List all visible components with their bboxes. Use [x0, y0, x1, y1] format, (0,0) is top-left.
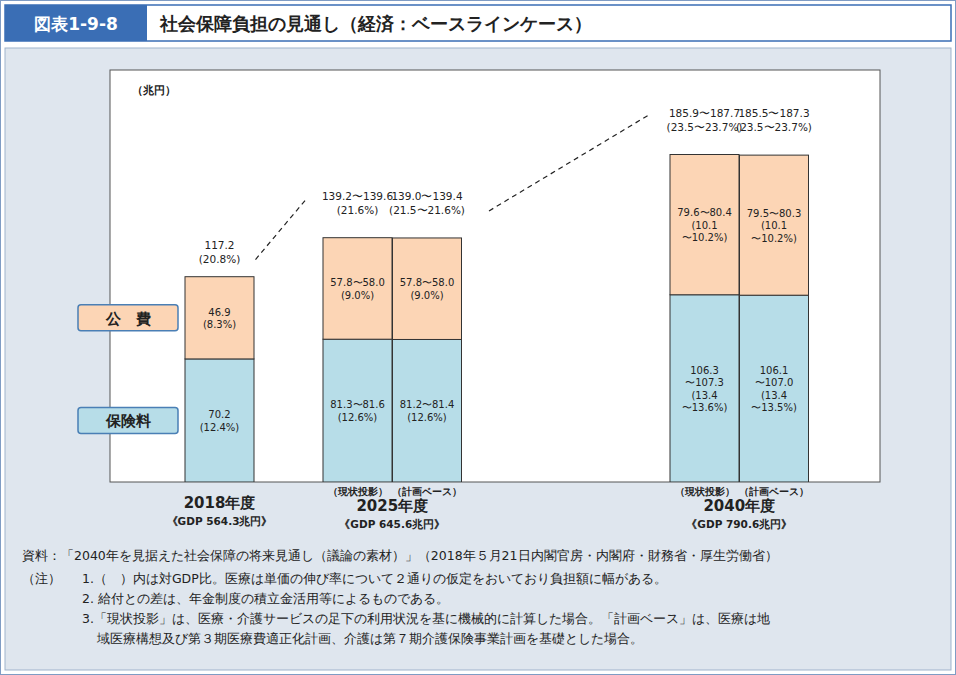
text-line: 70.2: [208, 409, 230, 420]
bar-segment: [323, 339, 392, 482]
labels: 70.2 (12.4%) 81.3〜81.6 (12.6%) 81.2〜81.4 (12.…: [199, 107, 812, 433]
bar-segment: [670, 295, 739, 482]
connector: [256, 198, 308, 260]
total-label: 117.2 (20.8%): [199, 239, 241, 265]
group-label: 2018年度: [184, 494, 256, 512]
text-line: (13.4: [761, 390, 787, 401]
figure-number-box: [5, 5, 147, 41]
figure-number: 図表1-9-8: [34, 14, 118, 34]
text-line: 185.5〜187.3: [738, 107, 809, 119]
text-line: (10.1: [691, 220, 717, 231]
text-line: 46.9: [208, 307, 230, 318]
text-line: (20.8%): [199, 253, 241, 265]
connector: [489, 115, 650, 211]
text-line: 57.8〜58.0: [330, 277, 385, 288]
chart-title: 社会保障負担の見通し（経済：ベースラインケース）: [159, 13, 592, 34]
text-line: 79.5〜80.3: [747, 208, 802, 219]
data-label: 57.8〜58.0 (9.0%): [400, 277, 455, 301]
text-line: (9.0%): [410, 290, 443, 301]
legend-label: 保険料: [105, 412, 151, 430]
data-label: 70.2 (12.4%): [200, 409, 240, 433]
legend-box: [78, 305, 178, 331]
text-line: (21.6%): [337, 204, 379, 216]
y-unit: （兆円）: [132, 84, 176, 97]
text-line: 139.2〜139.6: [322, 190, 393, 202]
text-line: (23.5〜23.7%): [667, 121, 743, 133]
group-label: 2040年度: [703, 497, 775, 515]
bar-segment: [670, 155, 739, 295]
total-label: 139.0〜139.4 (21.5〜21.6%): [389, 190, 465, 216]
text-line: (12.4%): [200, 422, 240, 433]
bar-segment: [393, 238, 462, 340]
note-line: 3.「現状投影」は、医療・介護サービスの足下の利用状況を基に機械的に計算した場合…: [82, 611, 770, 626]
text-line: 106.3: [690, 365, 719, 376]
source: 資料：「2040年を見据えた社会保障の将来見通し（議論の素材）」（2018年５月…: [22, 548, 778, 563]
text-line: 57.8〜58.0: [400, 277, 455, 288]
text-line: 〜13.6%): [682, 402, 728, 413]
text-line: (12.6%): [407, 412, 447, 423]
title-bar: [5, 5, 951, 41]
outer-frame: [1, 1, 956, 675]
plot-frame: [110, 70, 880, 482]
bar-segment: [740, 155, 809, 295]
data-label: 79.5〜80.3(10.1 〜10.2%): [747, 208, 802, 244]
x-tick-label: （計画ベース）: [392, 486, 462, 497]
bars: [185, 155, 809, 482]
group-label: 2025年度: [356, 497, 428, 515]
text-line: 117.2: [204, 239, 234, 251]
text-line: (10.1: [761, 220, 787, 231]
text-line: 〜107.0: [755, 377, 794, 388]
panel-background: [5, 48, 951, 670]
x-tick-label: （計画ベース）: [739, 486, 809, 497]
note-line: 域医療構想及び第３期医療費適正化計画、介護は第７期介護保険事業計画を基礎とした場…: [96, 631, 643, 646]
total-label: 185.9〜187.7 (23.5〜23.7%): [667, 107, 743, 133]
text-line: (23.5〜23.7%): [736, 121, 812, 133]
data-label: 106.1〜107.0 (13.4〜13.5%): [751, 365, 797, 414]
text-line: 〜13.5%): [751, 402, 797, 413]
text-line: 139.0〜139.4: [391, 190, 462, 202]
data-label: 79.6〜80.4 (10.1〜10.2%): [677, 207, 732, 243]
text-line: (13.4: [691, 390, 717, 401]
legend-label: 公 費: [105, 310, 151, 328]
note-line: 2. 給付との差は、年金制度の積立金活用等によるものである。: [82, 591, 449, 606]
bar-segment: [323, 238, 392, 340]
data-label: 81.2〜81.4 (12.6%): [400, 399, 455, 423]
x-tick-label: （現状投影）: [328, 486, 388, 497]
bar-segment: [185, 359, 254, 482]
text-line: 〜10.2%): [682, 232, 728, 243]
group-note: 《GDP 790.6兆円》: [686, 518, 792, 530]
bar-segment: [740, 295, 809, 482]
text-line: (12.6%): [338, 412, 378, 423]
total-label: 139.2〜139.6 (21.6%): [322, 190, 393, 216]
group-note: 《GDP 564.3兆円》: [167, 515, 273, 527]
text-line: 〜10.2%): [751, 233, 797, 244]
text-line: 81.2〜81.4: [400, 399, 455, 410]
data-label: 81.3〜81.6 (12.6%): [330, 399, 385, 423]
text-line: 106.1: [760, 365, 789, 376]
total-label: 185.5〜187.3 (23.5〜23.7%): [736, 107, 812, 133]
note-line: 1.（ ）内は対GDP比。医療は単価の伸び率について２通りの仮定をおいており負担…: [82, 571, 667, 586]
text-line: 81.3〜81.6: [330, 399, 385, 410]
text-line: (8.3%): [203, 319, 236, 330]
text-line: 〜107.3: [685, 377, 724, 388]
data-label: 57.8〜58.0 (9.0%): [330, 277, 385, 301]
x-tick-label: （現状投影）: [675, 486, 735, 497]
text-line: (9.0%): [341, 290, 374, 301]
data-label: 46.9(8.3%): [203, 307, 236, 331]
bar-segment: [393, 339, 462, 482]
bar-segment: [185, 277, 254, 359]
text-line: (21.5〜21.6%): [389, 204, 465, 216]
text-line: 185.9〜187.7: [669, 107, 740, 119]
chart-root: 図表1-9-8 社会保障負担の見通し（経済：ベースラインケース） （兆円） 70.2 (…: [0, 0, 956, 675]
data-label: 106.3〜107.3 (13.4〜13.6%): [682, 365, 728, 414]
legend-box: [78, 407, 178, 433]
notes-label: （注）: [22, 571, 61, 586]
group-note: 《GDP 645.6兆円》: [339, 518, 445, 530]
text-line: 79.6〜80.4: [677, 207, 732, 218]
